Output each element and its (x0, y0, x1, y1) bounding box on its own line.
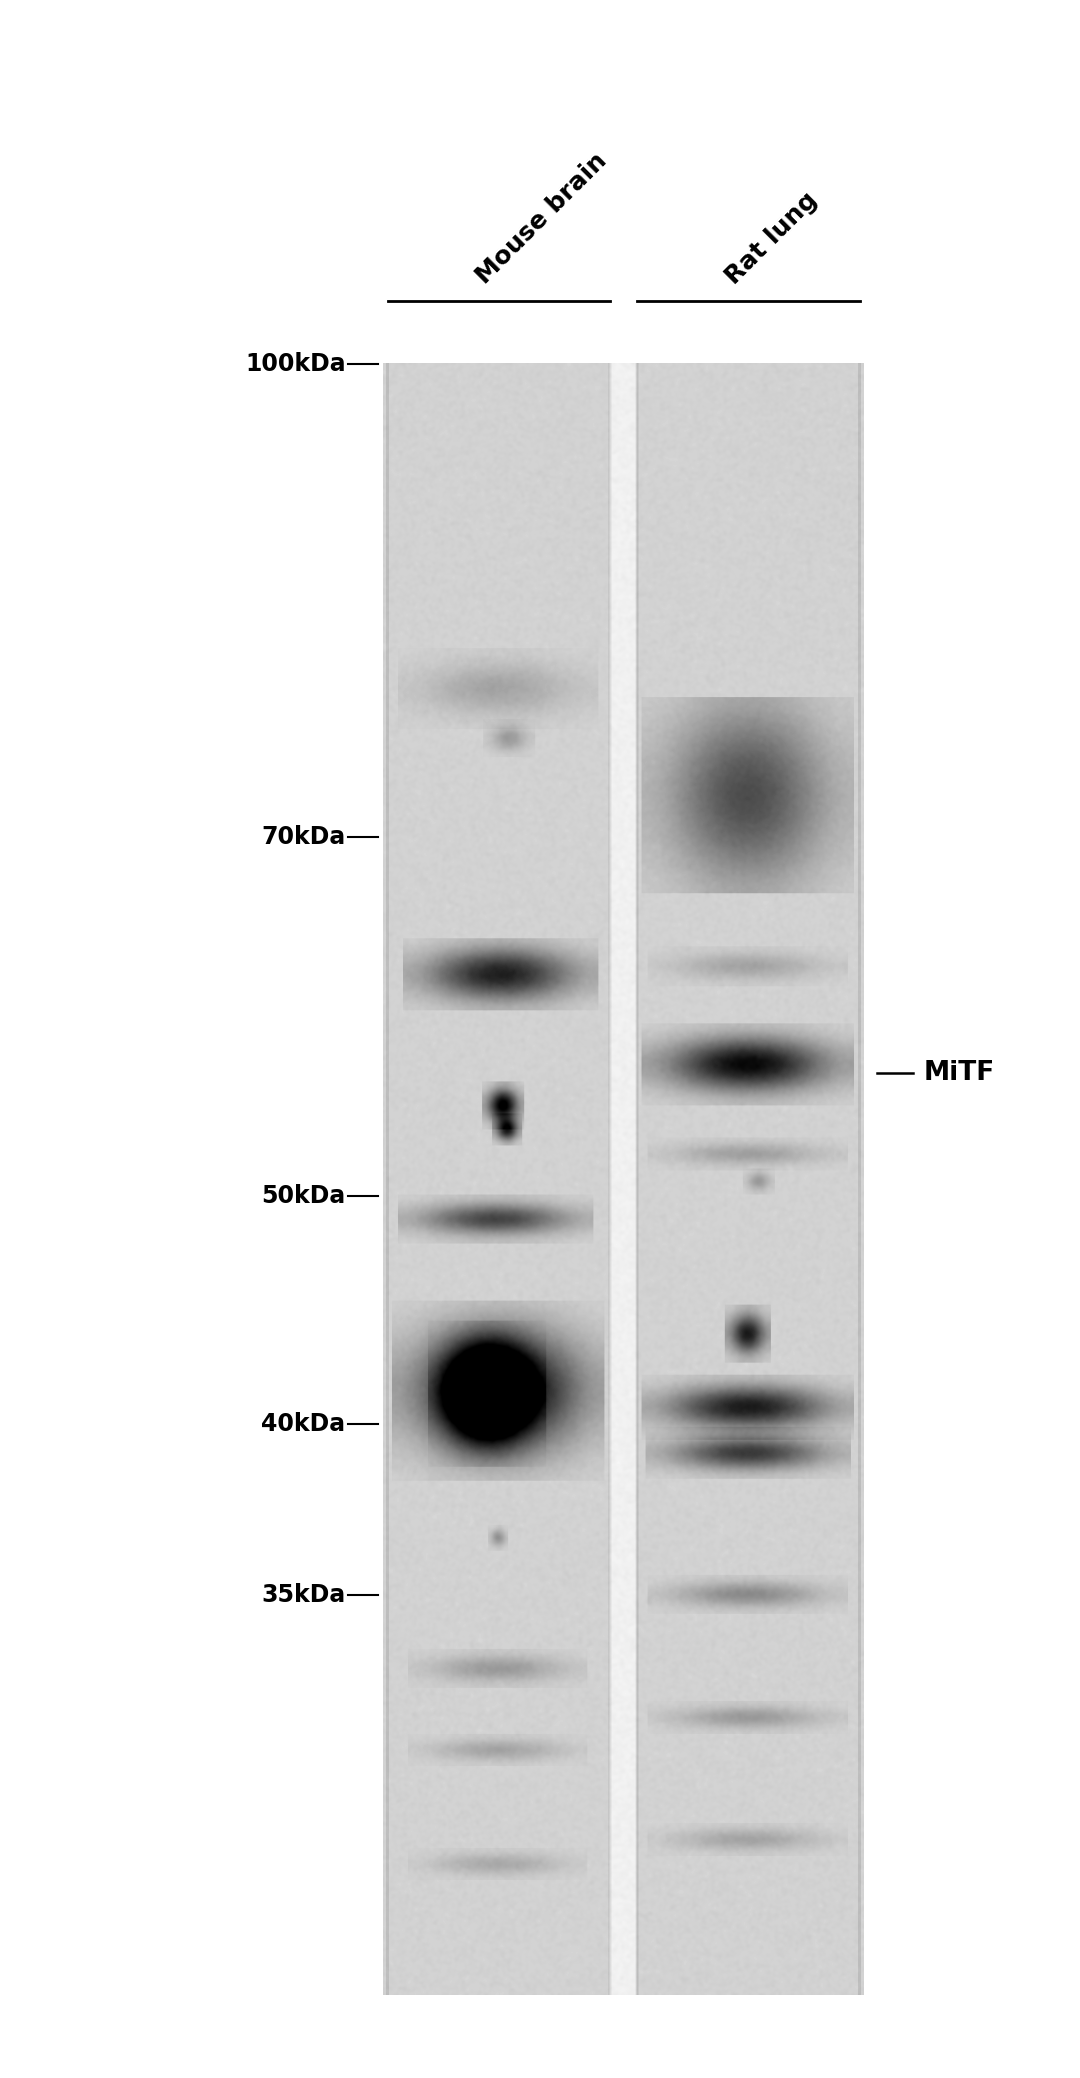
Text: 35kDa: 35kDa (261, 1583, 346, 1606)
Text: 40kDa: 40kDa (261, 1411, 346, 1436)
Text: Rat lung: Rat lung (720, 187, 822, 289)
Text: Mouse brain: Mouse brain (471, 150, 611, 289)
Text: 100kDa: 100kDa (245, 351, 346, 376)
Text: MiTF: MiTF (923, 1060, 995, 1087)
Text: 50kDa: 50kDa (261, 1184, 346, 1207)
Text: 70kDa: 70kDa (261, 825, 346, 848)
